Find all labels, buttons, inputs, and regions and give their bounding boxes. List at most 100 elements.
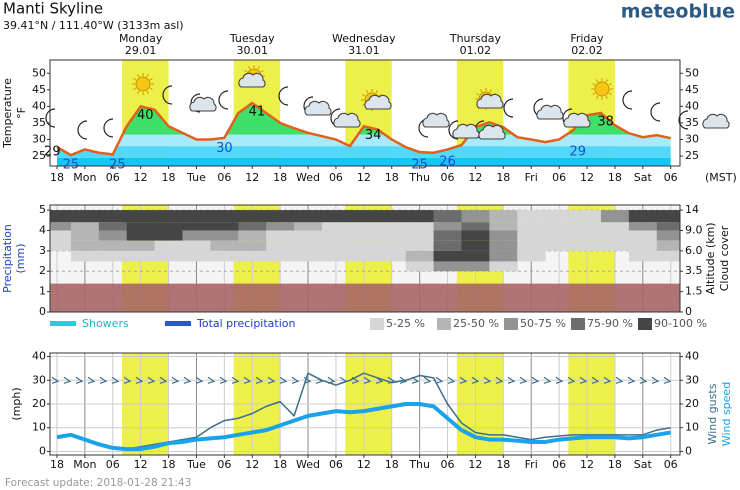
- wind-direction: [219, 376, 228, 384]
- wind-direction: [363, 376, 372, 384]
- day-name: Wednesday: [332, 32, 396, 45]
- wind-direction: [663, 376, 672, 384]
- y2-tick-label: 50: [685, 66, 699, 79]
- y2-tick-label: 20: [685, 397, 699, 410]
- y-axis-title: (mph): [10, 387, 23, 420]
- panel-frame: [49, 204, 681, 313]
- cloud-cell: [461, 240, 490, 251]
- x-tick-label: 06: [441, 458, 455, 471]
- cloud-cell: [433, 240, 462, 251]
- cloud-cell: [98, 230, 128, 241]
- cloud-cell: [98, 222, 128, 231]
- sun-ray: [133, 87, 137, 91]
- cloud-cell: [517, 250, 546, 262]
- cloud-cell: [600, 210, 630, 223]
- cloud-cell: [210, 230, 239, 241]
- cloud-cell: [182, 240, 211, 251]
- cloud-cell: [50, 222, 72, 231]
- wind-direction: [627, 376, 636, 384]
- cloud-cell: [98, 250, 128, 262]
- cloud-cell: [294, 250, 323, 262]
- y-tick-label: 40: [32, 350, 46, 363]
- x-tick-label: 18: [496, 458, 510, 471]
- x-tick-label: 06: [217, 458, 231, 471]
- cloud-cell: [238, 240, 267, 251]
- moon-icon: [418, 118, 429, 138]
- x-tick-label: 18: [608, 171, 622, 184]
- cloud-cell: [656, 210, 680, 223]
- x-tick-label: Tue: [186, 171, 206, 184]
- wind-line: [56, 402, 672, 452]
- cloud-cell: [600, 240, 630, 251]
- brand: meteoblue: [621, 1, 735, 23]
- cloud-cell: [70, 222, 100, 231]
- cloud-cell: [266, 230, 295, 241]
- cloud-cell: [517, 230, 546, 241]
- cloud-cell: [600, 230, 630, 241]
- cloud-cell: [517, 240, 546, 251]
- y2-tick-label: 45: [685, 83, 699, 96]
- wind-direction: [51, 376, 60, 384]
- temperature-label: 34: [365, 128, 382, 143]
- moon-icon: [162, 85, 173, 105]
- cloud-cell: [98, 210, 128, 223]
- cloud-cell: [573, 222, 602, 231]
- y2-tick-label: 10: [685, 421, 699, 434]
- x-tick-label: 12: [357, 171, 371, 184]
- wind-direction: [519, 376, 528, 384]
- y-axis-unit: (mm): [14, 243, 27, 273]
- day-date: 30.01: [237, 44, 269, 57]
- cloud-cell: [405, 240, 435, 251]
- x-tick-label: Fri: [525, 171, 538, 184]
- wind-direction: [459, 376, 468, 384]
- x-tick-label: 12: [580, 171, 594, 184]
- cloud-cell: [50, 230, 72, 241]
- sun-ray: [136, 90, 140, 94]
- y2-tick-label: 0: [685, 305, 692, 318]
- wind-direction: [183, 376, 192, 384]
- moon-icon: [190, 93, 201, 113]
- legend-swatch: [504, 318, 518, 330]
- cloud-cell: [154, 210, 184, 223]
- cloud-cell: [461, 210, 490, 223]
- wind-direction: [399, 376, 408, 384]
- y2-tick-label: 40: [685, 350, 699, 363]
- cloud-cell: [405, 230, 435, 241]
- x-tick-label: 18: [273, 458, 287, 471]
- wind-direction: [255, 376, 264, 384]
- cloud-cell: [70, 210, 100, 223]
- wind-direction: [579, 376, 588, 384]
- cloud-cell: [433, 250, 462, 262]
- sun-ray: [608, 92, 612, 96]
- temperature-label: 25: [411, 158, 428, 173]
- cloud-icon: [333, 112, 361, 128]
- x-tick-label: 12: [134, 458, 148, 471]
- sun-ray: [244, 69, 248, 73]
- temperature-label: 29: [569, 144, 586, 159]
- cloud-cell: [98, 240, 128, 251]
- cloud-cell: [545, 210, 574, 223]
- cloud-cell: [461, 222, 490, 231]
- x-tick-label: Thu: [408, 458, 430, 471]
- x-tick-label: Sat: [634, 171, 653, 184]
- temperature-label: 30: [216, 141, 233, 156]
- x-tick-label: 06: [106, 171, 120, 184]
- x-tick-label: Thu: [408, 171, 430, 184]
- x-tick-label: Tue: [186, 458, 206, 471]
- legend-swatch: [571, 318, 585, 330]
- x-tick-label: 12: [468, 458, 482, 471]
- temperature-label: 41: [249, 105, 266, 120]
- wind-direction: [279, 376, 288, 384]
- cloud-cell: [266, 210, 295, 223]
- cloud-cell: [349, 230, 379, 241]
- wind-direction: [531, 376, 540, 384]
- cloud-cell: [294, 230, 323, 241]
- footer: Forecast update: 2018-01-28 21:43: [5, 477, 191, 489]
- x-tick-label: 18: [608, 458, 622, 471]
- cloud-icon: [189, 96, 217, 112]
- day-name: Tuesday: [229, 32, 275, 45]
- legend-label: 5-25 %: [386, 317, 425, 330]
- plot: [50, 205, 680, 312]
- temperature-band: [56, 157, 671, 166]
- cloud-cell: [377, 230, 407, 241]
